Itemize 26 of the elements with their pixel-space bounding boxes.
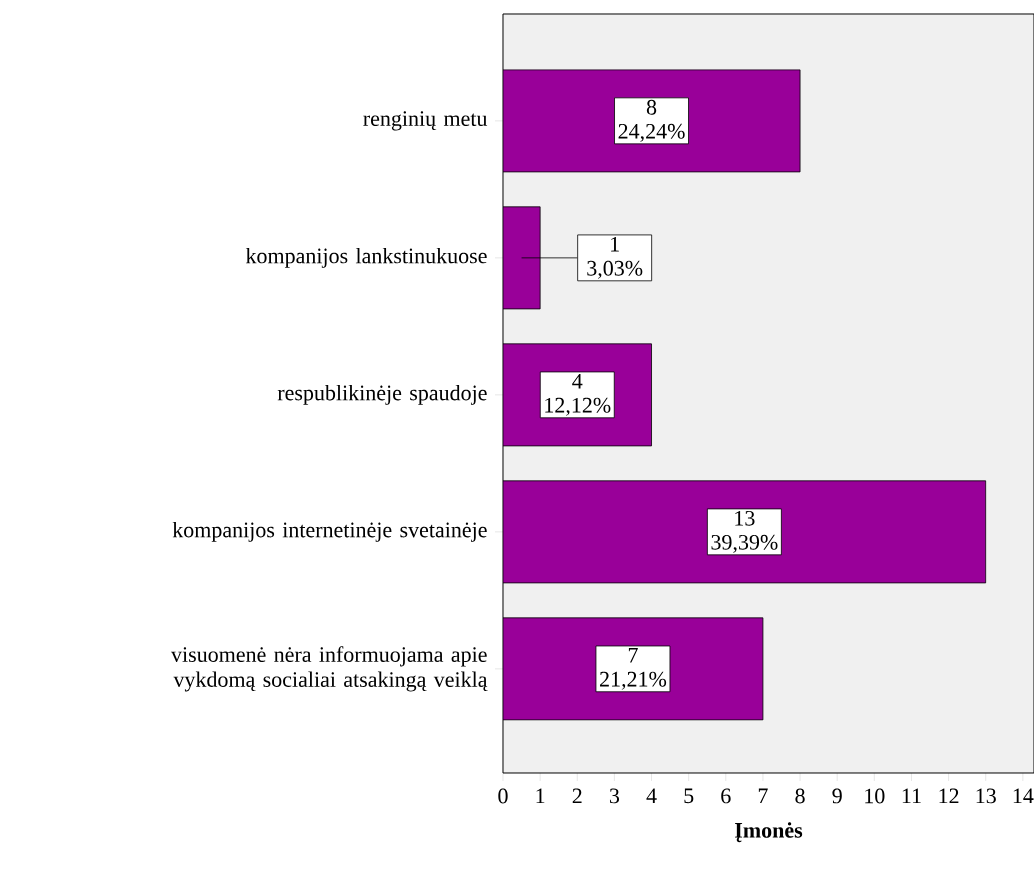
x-tick-label: 10 xyxy=(865,788,885,804)
x-tick-label: 3 xyxy=(609,788,620,804)
x-tick-label: 8 xyxy=(795,788,805,804)
x-tick-label: 4 xyxy=(646,788,657,804)
data-label: 1 3,03% xyxy=(587,236,643,279)
y-tick-label: renginių metu xyxy=(363,111,488,131)
x-tick-label: 1 xyxy=(536,788,545,804)
data-label: 4 12,12% xyxy=(545,373,611,416)
data-label: 13 39,39% xyxy=(711,510,778,553)
data-label: 8 24,24% xyxy=(618,99,685,142)
x-tick-label: 12 xyxy=(939,788,959,804)
x-tick-label: 11 xyxy=(902,788,921,804)
x-tick-label: 14 xyxy=(1013,788,1034,804)
x-tick-label: 13 xyxy=(976,788,996,804)
y-tick-label: visuomenė nėra informuojama apie vykdomą socialiai atsakingą veiklą xyxy=(171,646,488,692)
x-tick-label: 0 xyxy=(498,788,508,804)
y-tick-label: respublikinėje spaudoje xyxy=(277,384,487,405)
x-axis-title: Įmonės xyxy=(735,822,803,843)
x-tick-label: 2 xyxy=(572,788,582,804)
x-tick-label: 9 xyxy=(832,788,842,804)
y-tick-label: kompanijos lankstinukuose xyxy=(245,247,487,268)
x-tick-label: 7 xyxy=(758,788,768,803)
y-tick-label: kompanijos internetinėje svetainėje xyxy=(172,521,487,542)
data-label: 7 21,21% xyxy=(600,647,667,690)
x-tick-label: 5 xyxy=(684,788,694,804)
x-tick-label: 6 xyxy=(721,788,731,804)
